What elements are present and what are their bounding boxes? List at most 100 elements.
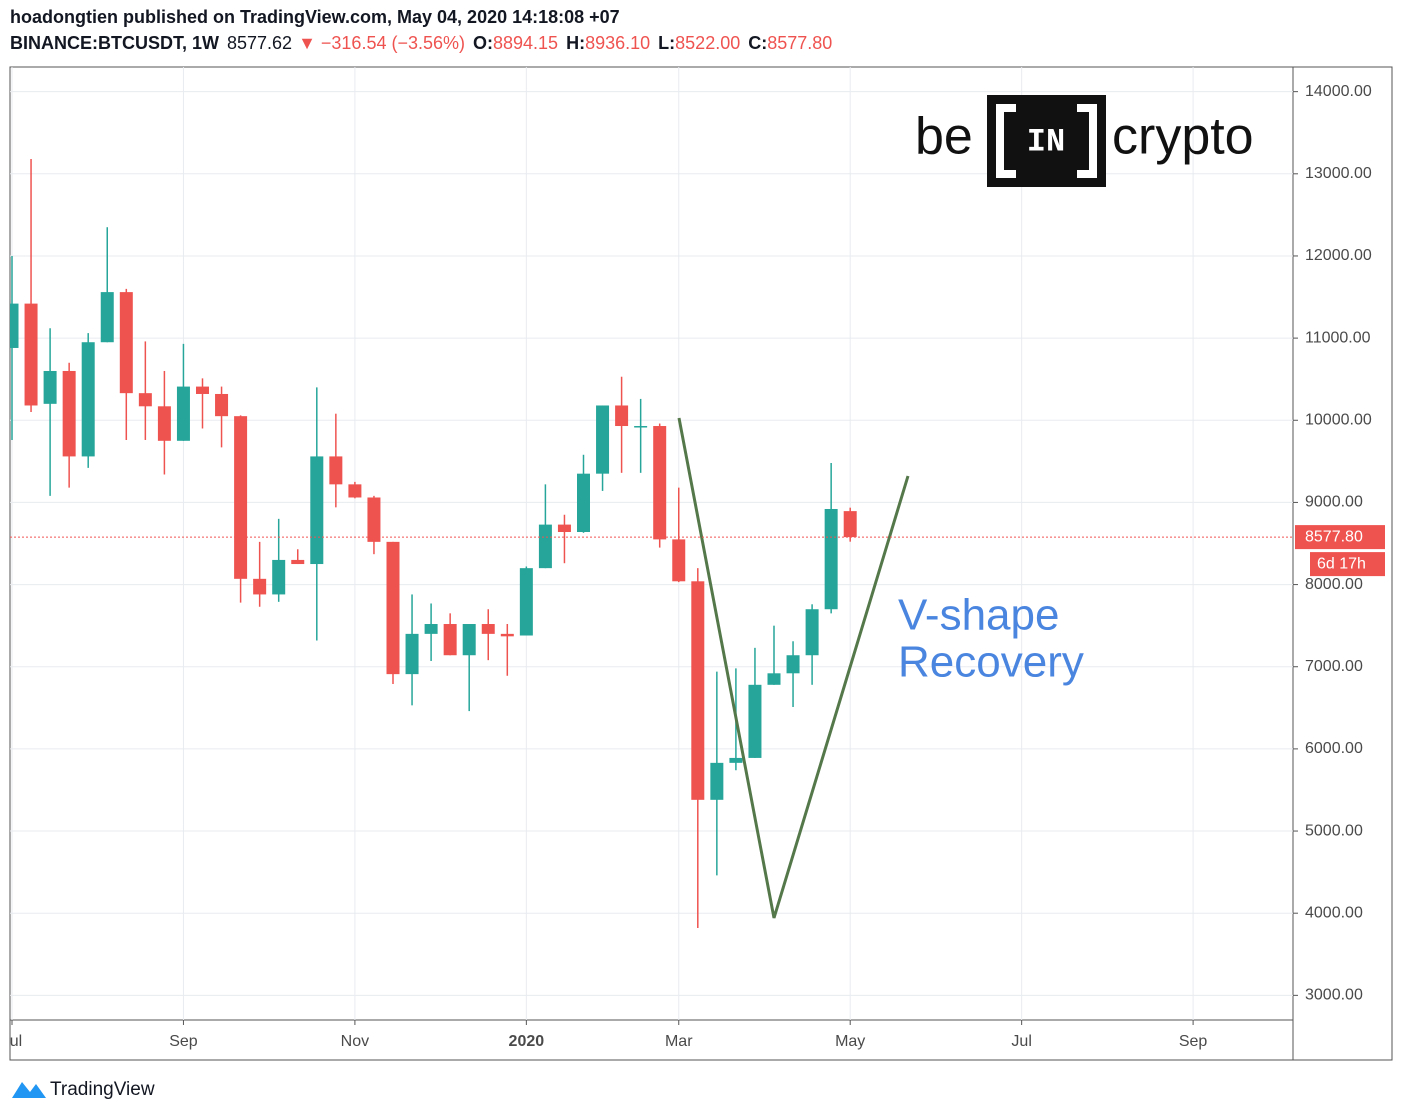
candle-body — [748, 684, 762, 758]
axes: 3000.00 4000.00 5000.00 6000.00 7000.00 8000.… — [11, 83, 1372, 1025]
footer-logo: TradingView — [12, 1079, 155, 1100]
candles — [10, 159, 857, 928]
x-tick-label: Jul — [2, 1033, 22, 1050]
candle-body — [557, 524, 571, 532]
low: 8522.00 — [675, 33, 740, 53]
tv-icon — [12, 1082, 46, 1098]
candle-body — [119, 292, 133, 394]
x-tick-label: Mar — [665, 1033, 693, 1050]
x-tick-label: Nov — [341, 1033, 369, 1050]
candle-body — [386, 541, 400, 675]
x-tick-label: 2020 — [509, 1033, 545, 1050]
y-tick-label: 3000.00 — [1305, 987, 1363, 1004]
countdown-box — [1310, 552, 1385, 577]
candle-body — [272, 559, 286, 595]
candle-body — [653, 426, 667, 540]
y-tick-label: 8000.00 — [1305, 576, 1363, 593]
candle-body — [538, 524, 552, 569]
candle-body — [62, 370, 76, 457]
candle-body — [462, 624, 476, 656]
y-tick-label: 13000.00 — [1305, 165, 1372, 182]
l-label: L: — [658, 33, 675, 53]
candle-body — [424, 624, 438, 634]
candle-body — [786, 655, 800, 674]
candle-body — [81, 342, 95, 457]
logo-brackets — [996, 104, 1097, 178]
candle-body — [100, 292, 114, 343]
candle-body — [500, 633, 514, 637]
logo-crypto: crypto — [1112, 108, 1254, 166]
y-tick-label: 7000.00 — [1305, 658, 1363, 675]
candle-body — [10, 303, 19, 348]
candle-body — [253, 578, 267, 595]
y-tick-label: 5000.00 — [1305, 822, 1363, 839]
countdown-label: 6d 17h — [1317, 555, 1366, 572]
symbol-line: BINANCE:BTCUSDT, 1W 8577.62 ▼ −316.54 (−3.… — [10, 33, 832, 53]
chart-frame — [9, 66, 1393, 1061]
candle-body — [291, 559, 305, 565]
candle-body — [577, 473, 590, 532]
candle-body — [43, 370, 57, 404]
c-label: C: — [748, 33, 767, 53]
brand: TradingView — [50, 1079, 155, 1100]
change: ▼ −316.54 (−3.56%) — [298, 33, 465, 53]
symbol: BINANCE:BTCUSDT, 1W — [10, 33, 219, 53]
watermark: be IN crypto — [915, 95, 1254, 187]
candle-body — [405, 633, 419, 675]
candle-body — [196, 386, 209, 394]
candle-body — [824, 508, 838, 610]
candle-body — [710, 762, 724, 800]
publisher-line: hoadongtien published on TradingView.com… — [10, 7, 620, 27]
h-label: H: — [566, 33, 585, 53]
candle-body — [805, 609, 819, 656]
candle-body — [596, 405, 610, 474]
candle-body — [329, 456, 343, 485]
candle-body — [234, 416, 248, 579]
x-tick-label: Sep — [1179, 1033, 1208, 1050]
candle-body — [767, 673, 781, 685]
o-label: O: — [473, 33, 493, 53]
y-tick-label: 6000.00 — [1305, 740, 1363, 757]
candle-body — [481, 624, 495, 634]
last-price-box — [1295, 525, 1385, 550]
candle-body — [310, 456, 324, 565]
publisher: hoadongtien published on TradingView.com… — [10, 7, 620, 27]
x-tick-label: Jul — [1011, 1033, 1031, 1050]
candle-body — [519, 568, 533, 636]
y-tick-label: 10000.00 — [1305, 411, 1372, 428]
candle-body — [215, 393, 229, 417]
x-tick-label: Sep — [169, 1033, 198, 1050]
candle-body — [367, 497, 381, 542]
candle-body — [634, 426, 648, 428]
candle-body — [348, 484, 362, 498]
x-tick-label: May — [835, 1033, 865, 1050]
last-price-label: 8577.80 — [1305, 528, 1363, 545]
y-tick-label: 9000.00 — [1305, 494, 1363, 511]
y-tick-label: 12000.00 — [1305, 247, 1372, 264]
candle-body — [176, 386, 190, 441]
annotation-line: Recovery — [898, 638, 1084, 687]
logo-in: IN — [1027, 123, 1065, 160]
v-shape-line — [677, 417, 910, 919]
price: 8577.62 — [227, 33, 292, 53]
candle-body — [615, 405, 629, 427]
candle-body — [691, 581, 705, 800]
candle-body — [443, 624, 457, 656]
candle-body — [843, 511, 857, 538]
high: 8936.10 — [585, 33, 650, 53]
logo-be: be — [915, 108, 973, 166]
annotation-line: V-shape — [898, 591, 1059, 640]
candle-body — [672, 539, 686, 582]
candle-body — [729, 757, 743, 763]
candle-body — [138, 393, 152, 407]
candle-body — [157, 406, 171, 441]
y-tick-label: 4000.00 — [1305, 904, 1363, 921]
grid — [10, 67, 1293, 1020]
close: 8577.80 — [767, 33, 832, 53]
y-tick-label: 14000.00 — [1305, 83, 1372, 100]
candle-body — [24, 303, 38, 406]
open: 8894.15 — [493, 33, 558, 53]
y-tick-label: 11000.00 — [1305, 329, 1371, 346]
